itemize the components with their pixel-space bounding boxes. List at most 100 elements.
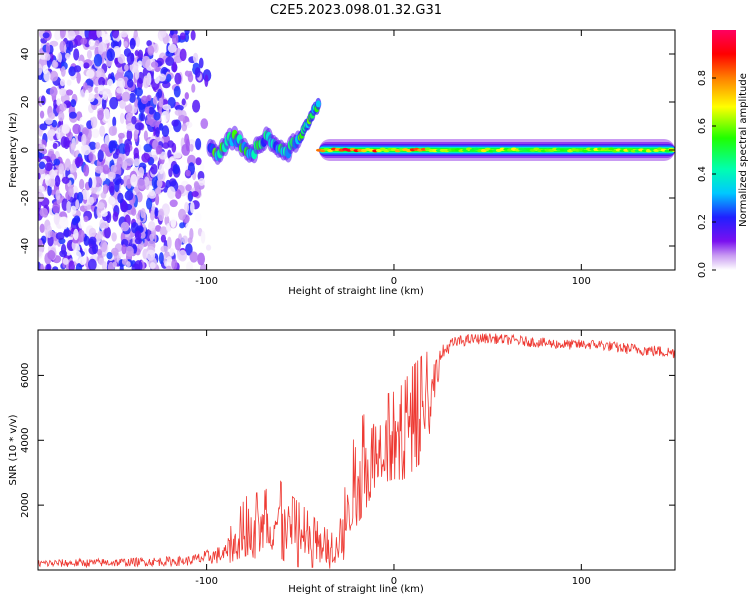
heatmap-noise-cell <box>144 106 150 114</box>
heatmap-noise-cell <box>45 263 51 270</box>
heatmap-noise-cell <box>184 201 189 213</box>
heatmap-noise-cell <box>174 104 184 111</box>
heatmap-carrier-cell <box>608 147 615 151</box>
heatmap-noise-cell <box>171 258 178 270</box>
heatmap-noise-cell <box>166 186 176 200</box>
heatmap-noise-cell <box>60 136 68 148</box>
heatmap-noise-cell <box>52 266 59 270</box>
colorbar-tick-label: 0.2 <box>697 214 708 230</box>
heatmap-noise-cell <box>53 61 59 68</box>
heatmap-noise-cell <box>121 244 127 255</box>
heatmap-noise-cell <box>179 32 186 40</box>
heatmap-noise-cell <box>117 132 125 139</box>
heatmap-noise-cell <box>91 242 99 255</box>
heatmap-noise-cell <box>195 157 202 166</box>
heatmap-noise-cell <box>189 143 194 152</box>
heatmap-noise-cell <box>102 90 108 101</box>
heatmap-noise-cell <box>88 152 94 162</box>
heatmap-noise-cell <box>160 245 169 253</box>
heatmap-noise-cell <box>53 212 60 225</box>
heatmap-noise-cell <box>78 256 87 266</box>
heatmap-noise-cell <box>172 163 180 175</box>
heatmap-noise-cell <box>73 65 82 73</box>
heatmap-noise-cell <box>165 56 175 67</box>
heatmap-noise-cell <box>41 148 48 155</box>
heatmap-noise-cell <box>76 72 81 84</box>
heatmap-noise-cell <box>125 157 134 167</box>
heatmap-noise-cell <box>52 142 58 150</box>
heatmap-marks <box>38 30 675 270</box>
heatmap-noise-cell <box>136 178 146 189</box>
heatmap-noise-cell <box>184 133 190 146</box>
heatmap-noise-cell <box>56 98 61 106</box>
heatmap-noise-cell <box>66 200 71 214</box>
heatmap-noise-cell <box>69 205 77 215</box>
heatmap-noise-cell <box>130 174 138 187</box>
heatmap-noise-cell <box>42 32 50 39</box>
heatmap-noise-cell <box>165 179 171 189</box>
heatmap-noise-cell <box>158 252 164 265</box>
heatmap-noise-cell <box>148 191 157 199</box>
heatmap-noise-cell <box>121 91 131 102</box>
heatmap-noise-cell <box>200 230 206 244</box>
heatmap-noise-cell <box>55 232 65 241</box>
heatmap-noise-cell <box>39 263 45 270</box>
heatmap-noise-cell <box>94 39 100 47</box>
heatmap-noise-cell <box>45 42 51 55</box>
heatmap-noise-cell <box>83 235 90 247</box>
heatmap-noise-cell <box>159 226 168 237</box>
heatmap-noise-cell <box>107 78 114 89</box>
heatmap-noise-cell <box>143 176 150 187</box>
heatmap-noise-cell <box>190 201 195 214</box>
heatmap-noise-cell <box>185 184 192 192</box>
heatmap-noise-cell <box>200 118 209 130</box>
snr-xtick-label: 0 <box>391 576 397 587</box>
heatmap-noise-cell <box>50 153 57 162</box>
heatmap-noise-cell <box>102 164 110 175</box>
heatmap-noise-cell <box>109 96 119 110</box>
heatmap-noise-cell <box>166 256 172 263</box>
heatmap-noise-cell <box>158 73 166 82</box>
heatmap-noise-cell <box>185 243 193 256</box>
heatmap-noise-cell <box>165 108 170 121</box>
heatmap-noise-cell <box>140 207 146 219</box>
heatmap-axes: -100 0 100 -40 -20 0 20 40 <box>20 30 675 287</box>
heatmap-noise-cell <box>63 229 72 237</box>
heatmap-noise-cell <box>140 112 146 122</box>
heatmap-noise-cell <box>138 166 145 178</box>
heatmap-noise-cell <box>86 49 93 59</box>
heatmap-noise-cell <box>126 261 131 268</box>
heatmap-noise-cell <box>48 129 56 137</box>
heatmap-noise-cell <box>51 119 58 128</box>
heatmap-noise-cell <box>125 112 134 122</box>
heatmap-noise-cell <box>187 73 194 83</box>
heatmap-noise-cell <box>185 169 191 177</box>
heatmap-noise-cell <box>61 123 70 134</box>
colorbar: 0.0 0.2 0.4 0.6 0.8 Normalized spectral ampl… <box>697 30 749 278</box>
heatmap-noise-cell <box>148 106 155 115</box>
heatmap-noise-cell <box>75 263 83 270</box>
heatmap-noise-cell <box>58 163 65 175</box>
heatmap-noise-cell <box>133 158 141 167</box>
snr-line-plot: -100 0 100 2000 4000 6000 Height of straight … <box>8 329 676 595</box>
heatmap-y-label: Frequency (Hz) <box>8 112 19 188</box>
heatmap-noise-cell <box>134 230 142 241</box>
heatmap-noise-cell <box>38 192 45 202</box>
heatmap-noise-cell <box>124 64 129 72</box>
heatmap-noise-cell <box>60 216 69 230</box>
heatmap-noise-cell <box>88 39 95 47</box>
heatmap-noise-cell <box>123 40 128 48</box>
heatmap-noise-cell <box>107 171 116 180</box>
snr-frame <box>37 329 676 571</box>
heatmap-noise-cell <box>117 192 124 204</box>
heatmap-noise-cell <box>141 55 151 69</box>
heatmap-noise-cell <box>141 152 151 163</box>
heatmap-noise-cell <box>163 162 171 170</box>
heatmap-noise-cell <box>126 122 136 132</box>
heatmap-noise-cell <box>192 99 201 113</box>
heatmap-noise-cell <box>158 208 165 222</box>
heatmap-noise-cell <box>134 122 144 131</box>
heatmap-noise-cell <box>100 143 109 152</box>
heatmap-noise-cell <box>67 30 76 41</box>
colorbar-tick-label: 0.0 <box>697 262 708 278</box>
